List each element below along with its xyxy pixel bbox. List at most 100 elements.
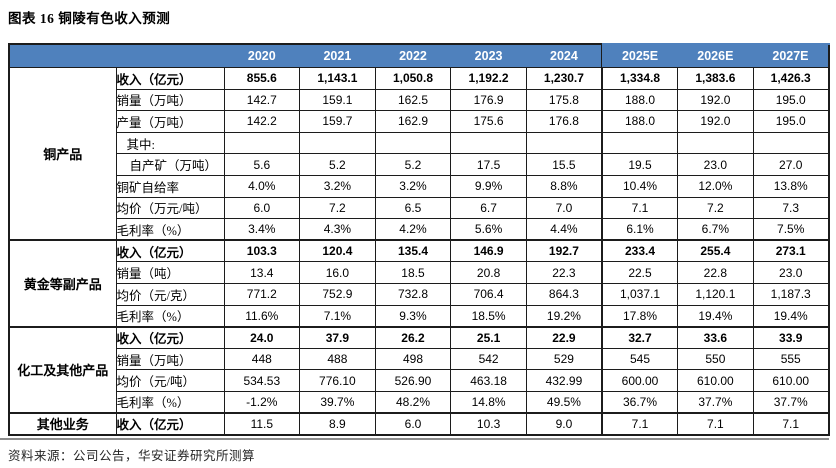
header-corner-cell xyxy=(9,43,224,68)
value-cell: 176.9 xyxy=(450,88,527,112)
value-cell: 7.5% xyxy=(752,218,830,241)
value-cell: 7.2 xyxy=(299,196,376,220)
table-row: 其中: xyxy=(9,131,830,155)
value-cell: 135.4 xyxy=(374,239,452,263)
value-cell: 188.0 xyxy=(600,88,679,112)
value-cell: 48.2% xyxy=(374,390,452,414)
value-cell: 610.00 xyxy=(752,369,830,392)
value-cell xyxy=(677,131,754,155)
metric-label-cell: 收入（亿元） xyxy=(115,325,225,349)
value-cell: 9.9% xyxy=(450,174,527,198)
value-cell: 542 xyxy=(450,347,527,371)
value-cell: 526.90 xyxy=(374,369,452,392)
metric-label-cell: 销量（万吨） xyxy=(115,88,225,112)
value-cell: 192.0 xyxy=(677,110,754,133)
value-cell: 776.10 xyxy=(299,369,376,392)
value-cell xyxy=(299,131,376,155)
value-cell: 36.7% xyxy=(600,390,679,414)
value-cell xyxy=(450,131,527,155)
value-cell: 610.00 xyxy=(677,369,754,392)
table-row: 黄金等副产品 收入（亿元） 103.3 120.4 135.4 146.9 192.7 233… xyxy=(8,239,830,328)
table-row: 销量（万吨） 448 488 498 542 529 545 550 555 xyxy=(9,347,830,371)
value-cell: 1,192.2 xyxy=(450,67,527,90)
value-cell: 19.2% xyxy=(525,304,603,328)
metric-label-cell: 产量（万吨） xyxy=(115,110,225,133)
value-cell: 752.9 xyxy=(299,282,376,306)
metric-label-cell: 收入（亿元） xyxy=(115,239,225,263)
value-cell: 3.2% xyxy=(374,174,452,198)
value-cell: 15.5 xyxy=(525,153,603,176)
product-group-cell: 铜产品 xyxy=(8,67,117,241)
value-cell xyxy=(752,131,830,155)
value-cell: 7.1 xyxy=(752,412,830,436)
product-group-cell: 其他业务 xyxy=(8,412,117,436)
value-cell: 1,037.1 xyxy=(600,282,679,306)
value-cell: 10.3 xyxy=(450,412,527,436)
value-cell: 22.3 xyxy=(525,261,603,284)
value-cell: 11.6% xyxy=(223,304,301,328)
value-cell: 103.3 xyxy=(223,239,301,263)
value-cell: 33.6 xyxy=(677,325,754,349)
value-cell: 13.4 xyxy=(223,261,301,284)
year-column-header: 2022 xyxy=(375,43,451,68)
value-cell: 7.1 xyxy=(600,412,679,436)
value-cell: 448 xyxy=(223,347,301,371)
year-header-row: 2020 2021 2022 2023 2024 2025E 2026E 2027E xyxy=(9,43,829,68)
source-note: 资料来源：公司公告，华安证券研究所测算 xyxy=(8,449,256,463)
value-cell: 233.4 xyxy=(600,239,679,263)
value-cell: 192.0 xyxy=(677,88,754,112)
value-cell: 6.1% xyxy=(600,218,679,241)
year-column-header: 2021 xyxy=(299,43,376,68)
value-cell: 19.5 xyxy=(600,153,679,176)
value-cell: 22.8 xyxy=(677,261,754,284)
value-cell: 3.2% xyxy=(299,174,376,198)
value-cell: 529 xyxy=(525,347,603,371)
table-row: 自产矿（万吨） 5.6 5.2 5.2 17.5 15.5 19.5 23.0 27.0 xyxy=(9,153,830,176)
metric-label-cell: 销量（万吨） xyxy=(115,347,225,371)
value-cell: 4.4% xyxy=(525,218,603,241)
value-cell: 175.6 xyxy=(450,110,527,133)
table-row: 均价（元/吨） 534.53 776.10 526.90 463.18 432.99 600… xyxy=(9,369,830,392)
figure-title: 图表 16 铜陵有色收入预测 xyxy=(8,11,171,26)
value-cell: 25.1 xyxy=(450,325,527,349)
value-cell: 255.4 xyxy=(677,239,754,263)
value-cell: 33.9 xyxy=(752,325,830,349)
value-cell: 5.2 xyxy=(299,153,376,176)
value-cell: 1,334.8 xyxy=(600,67,679,90)
value-cell: 1,187.3 xyxy=(752,282,830,306)
value-cell: 5.2 xyxy=(374,153,452,176)
table-row: 产量（万吨） 142.2 159.7 162.9 175.6 176.8 188.0 192.… xyxy=(9,110,830,133)
value-cell: 159.7 xyxy=(299,110,376,133)
value-cell: 16.0 xyxy=(299,261,376,284)
metric-label-cell: 铜矿自给率 xyxy=(115,174,225,198)
value-cell: 5.6 xyxy=(223,153,301,176)
value-cell: 864.3 xyxy=(525,282,603,306)
value-cell: 32.7 xyxy=(600,325,679,349)
value-cell: 18.5% xyxy=(450,304,527,328)
value-cell: 10.4% xyxy=(600,174,679,198)
value-cell: 13.8% xyxy=(752,174,830,198)
value-cell: 7.1% xyxy=(299,304,376,328)
value-cell: 7.1 xyxy=(677,412,754,436)
value-cell: 4.2% xyxy=(374,218,452,241)
value-cell: 49.5% xyxy=(525,390,603,414)
value-cell: 855.6 xyxy=(223,67,301,90)
table-row: 毛利率（%） 3.4% 4.3% 4.2% 5.6% 4.4% 6.1% 6.7% 7.5% xyxy=(9,218,830,241)
value-cell: 1,426.3 xyxy=(752,67,830,90)
table-row: 毛利率（%） 11.6% 7.1% 9.3% 18.5% 19.2% 17.8% 19.4% 1… xyxy=(9,304,830,328)
value-cell xyxy=(374,131,452,155)
value-cell: 8.8% xyxy=(525,174,603,198)
value-cell: 22.9 xyxy=(525,325,603,349)
table-row: 铜矿自给率 4.0% 3.2% 3.2% 9.9% 8.8% 10.4% 12.0% 13.8% xyxy=(9,174,830,198)
year-column-header: 2027E xyxy=(753,43,829,68)
year-column-header: 2020 xyxy=(224,43,300,68)
value-cell: 37.7% xyxy=(752,390,830,414)
value-cell: 9.3% xyxy=(374,304,452,328)
value-cell: 534.53 xyxy=(223,369,301,392)
value-cell: 159.1 xyxy=(299,88,376,112)
value-cell: 9.0 xyxy=(525,412,603,436)
value-cell: 600.00 xyxy=(600,369,679,392)
value-cell: 7.1 xyxy=(600,196,679,220)
value-cell: 706.4 xyxy=(450,282,527,306)
table-row: 铜产品 收入（亿元） 855.6 1,143.1 1,050.8 1,192.2 1,230… xyxy=(8,67,830,241)
